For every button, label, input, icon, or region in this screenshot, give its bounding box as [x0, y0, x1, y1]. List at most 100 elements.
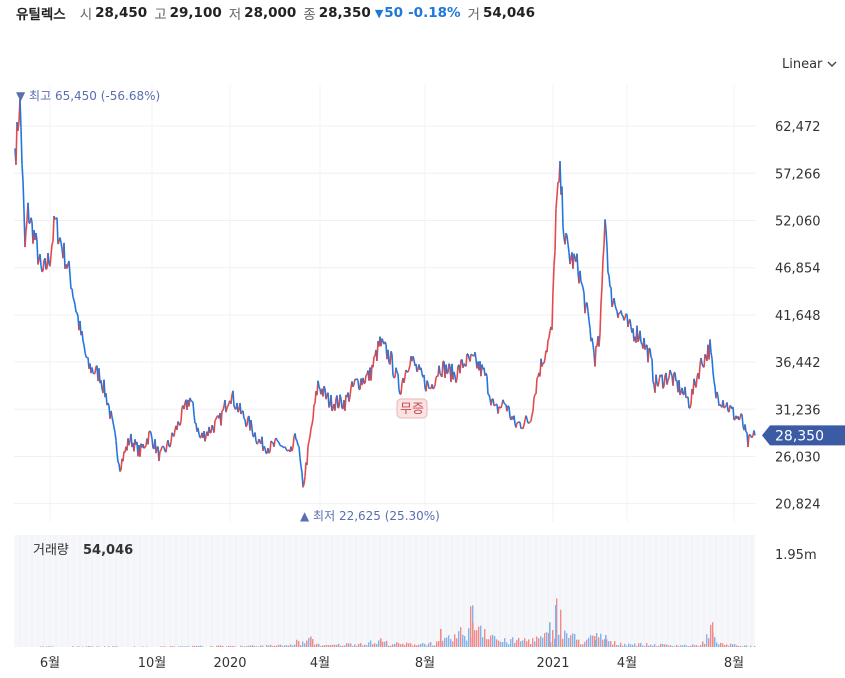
price-segment: [469, 354, 472, 362]
volume-bar: [300, 645, 302, 647]
volume-bar: [188, 646, 190, 647]
volume-bar: [320, 646, 322, 647]
volume-bar: [262, 645, 264, 647]
volume-bar: [270, 644, 272, 647]
price-segment: [700, 357, 703, 364]
price-segment: [651, 358, 654, 382]
volume-bar: [200, 645, 202, 647]
volume-bar: [562, 638, 564, 647]
price-segment: [679, 392, 682, 396]
price-segment: [233, 405, 236, 409]
price-segment: [328, 405, 331, 408]
price-segment: [607, 272, 610, 276]
price-segment: [198, 433, 201, 438]
price-segment: [242, 410, 245, 419]
price-segment: [555, 195, 558, 209]
volume-bar: [174, 646, 176, 647]
volume-bar: [549, 622, 551, 647]
price-segment: [294, 433, 297, 440]
price-segment: [256, 442, 259, 445]
volume-bar: [394, 643, 396, 647]
price-segment: [331, 408, 334, 412]
price-segment: [395, 367, 398, 373]
price-segment: [687, 396, 690, 408]
volume-bar: [170, 646, 172, 647]
price-segment: [567, 243, 570, 253]
price-segment: [299, 457, 302, 467]
volume-bar: [286, 645, 288, 647]
price-segment: [529, 420, 532, 423]
change-percent: -0.18%: [408, 5, 461, 21]
price-tick-label: 31,236: [775, 403, 821, 418]
price-segment: [169, 442, 172, 448]
volume-bar: [706, 634, 708, 647]
price-segment: [69, 274, 72, 290]
high-annotation: ▼ 최고 65,450 (-56.68%): [16, 89, 160, 103]
event-marker[interactable]: 무증: [396, 398, 428, 419]
volume-bar: [366, 645, 368, 647]
price-segment: [308, 436, 311, 442]
price-segment: [648, 347, 651, 350]
volume-bar: [605, 635, 607, 647]
volume-bar: [736, 645, 738, 647]
volume-bar: [558, 634, 560, 647]
price-tick-label: 62,472: [775, 120, 821, 135]
low-value: 28,000: [244, 5, 297, 21]
volume-legend-value: 54,046: [83, 543, 133, 558]
price-segment: [340, 398, 343, 409]
volume-bar: [340, 645, 342, 647]
volume-bar: [556, 598, 558, 647]
price-segment: [237, 409, 240, 413]
price-segment: [83, 345, 86, 353]
price-segment: [701, 363, 704, 367]
volume-bar: [494, 636, 496, 647]
price-segment: [741, 414, 744, 426]
volume-bar: [746, 645, 748, 647]
price-tick-label: 20,824: [775, 498, 821, 513]
price-segment: [251, 428, 254, 437]
price-segment: [498, 406, 501, 409]
price-segment: [213, 420, 216, 433]
volume-bar: [496, 639, 498, 647]
scale-mode-button[interactable]: Linear: [782, 55, 837, 73]
volume-bar: [498, 640, 500, 647]
volume-bar: [544, 633, 546, 647]
price-segment: [268, 451, 271, 454]
price-segment: [17, 121, 20, 132]
price-segment: [245, 424, 248, 428]
price-segment: [119, 469, 122, 472]
volume-bar: [678, 646, 680, 647]
price-segment: [49, 255, 52, 267]
price-segment: [427, 383, 430, 389]
price-segment: [535, 378, 538, 395]
price-segment: [373, 355, 376, 358]
price-segment: [745, 431, 748, 434]
volume-bar: [240, 645, 242, 647]
volume-bar: [254, 645, 256, 647]
price-segment: [337, 406, 340, 409]
price-axis: 62,472 57,266 52,060 46,854 41,648 36,442 31,2…: [775, 120, 821, 563]
price-segment: [356, 378, 359, 381]
volume-bar: [242, 646, 244, 647]
volume-bar: [308, 638, 310, 647]
price-segment: [508, 406, 511, 418]
volume-bar: [332, 644, 334, 647]
price-segment: [76, 312, 79, 317]
price-segment: [546, 340, 549, 353]
price-segment: [226, 405, 229, 409]
price-segment: [396, 371, 399, 375]
price-segment: [669, 369, 672, 374]
volume-bar: [372, 644, 374, 647]
price-segment: [115, 440, 118, 453]
price-segment: [57, 241, 60, 245]
volume-bar: [476, 630, 478, 647]
price-segment: [250, 419, 253, 429]
volume-bar: [342, 645, 344, 647]
volume-bar: [718, 644, 720, 647]
price-segment: [37, 259, 40, 265]
volume-bar: [610, 641, 612, 647]
volume-bar: [622, 645, 624, 647]
volume-bar: [555, 605, 557, 647]
price-segment: [420, 367, 423, 374]
